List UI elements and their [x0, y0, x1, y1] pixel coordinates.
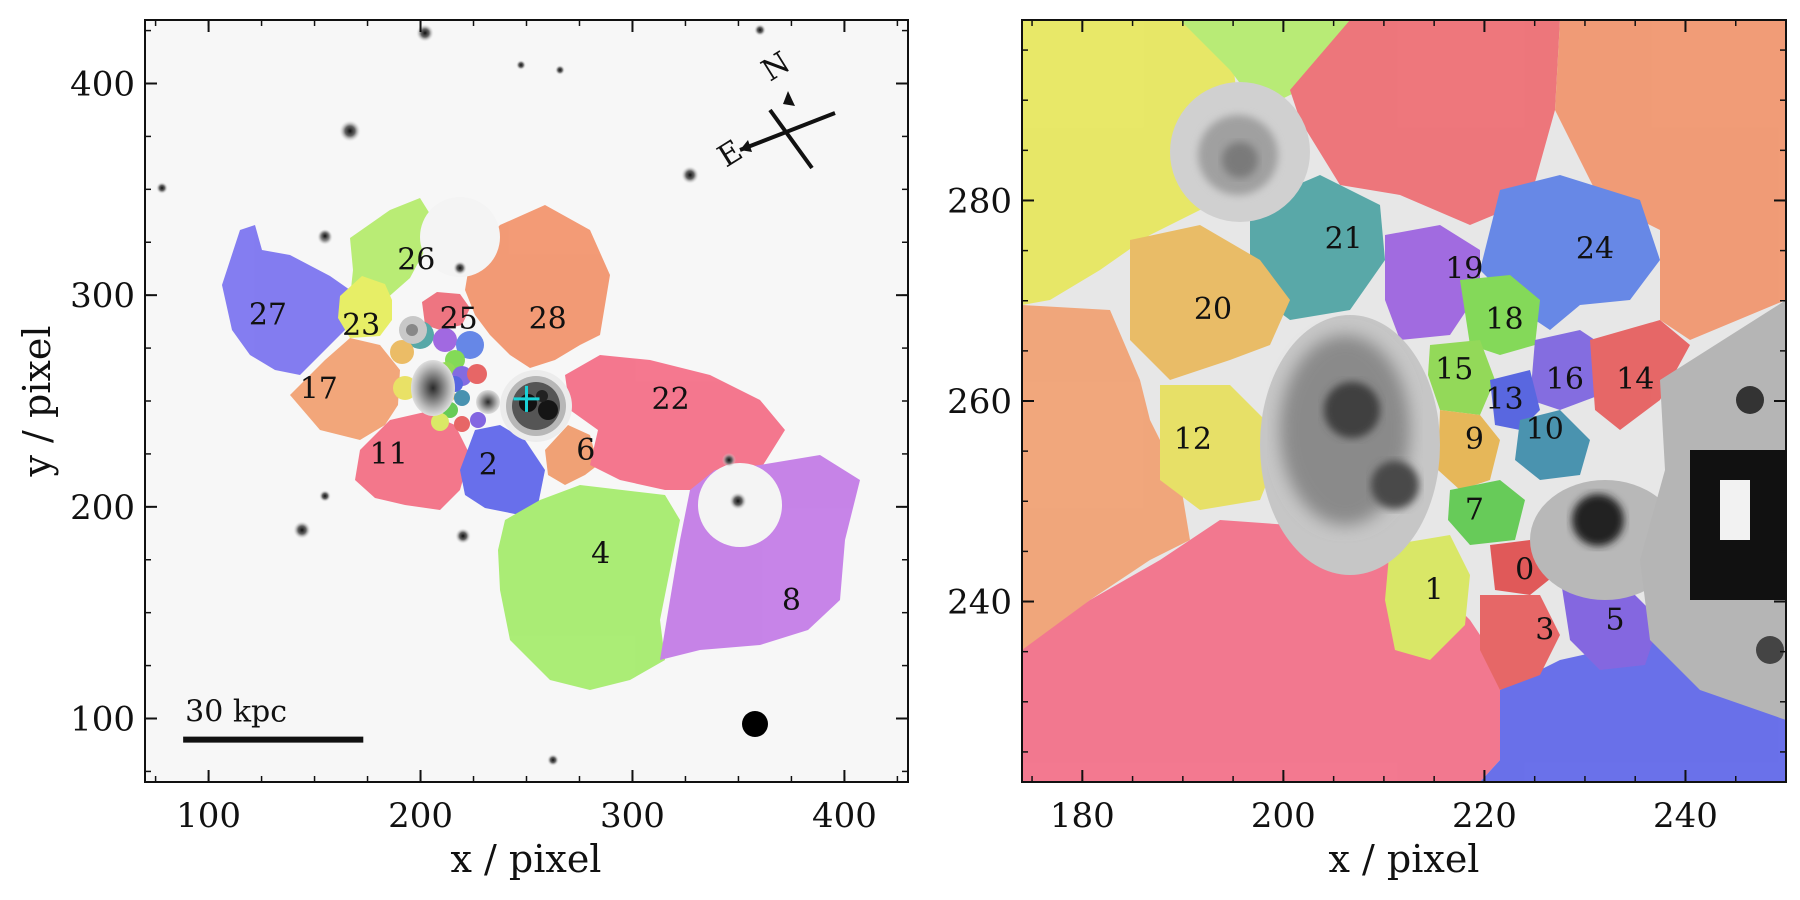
left-region-label: 26	[397, 242, 435, 277]
masked-sources	[318, 197, 782, 547]
left-x-tick-label: 300	[600, 796, 665, 836]
left-region-label: 23	[342, 308, 380, 343]
zoomed-segmentation-map	[1022, 20, 1786, 782]
left-x-tick-label: 200	[388, 796, 453, 836]
right-region-label: 24	[1576, 232, 1614, 267]
right-x-tick-label: 200	[1251, 796, 1316, 836]
right-region-label: 15	[1435, 352, 1473, 387]
left-region-label: 22	[652, 382, 690, 417]
left-region-label: 6	[576, 433, 595, 468]
right-region-label: 14	[1616, 362, 1654, 397]
right-image	[1022, 20, 1786, 782]
left-x-tick-label: 400	[812, 796, 877, 836]
right-y-tick-label: 280	[947, 181, 1012, 221]
left-region-label: 8	[782, 583, 801, 618]
compass-axis-east	[739, 111, 836, 152]
left-y-tick-label: 400	[70, 65, 135, 105]
right-region-label: 9	[1465, 422, 1484, 457]
north-arrow-icon	[783, 91, 795, 106]
right-region-label: 18	[1485, 302, 1523, 337]
left-region-label: 25	[440, 302, 478, 337]
left-x-tick-label: 100	[176, 796, 241, 836]
right-x-tick-label: 240	[1653, 796, 1718, 836]
left-region-label: 2	[479, 448, 498, 483]
right-y-tick-label: 260	[947, 382, 1012, 422]
left-region-label: 17	[300, 371, 338, 406]
right-region-label: 12	[1174, 422, 1212, 457]
left-y-tick-label: 100	[70, 700, 135, 740]
right-region-label: 19	[1445, 252, 1483, 287]
left-x-axis-title: x / pixel	[451, 837, 602, 881]
right-region-label: 1	[1425, 573, 1444, 608]
right-region-label: 5	[1606, 603, 1625, 638]
left-region-label: 27	[249, 297, 287, 332]
left-region-label: 4	[591, 537, 610, 572]
scale-bar-label: 30 kpc	[185, 695, 287, 730]
right-region-label: 20	[1194, 292, 1232, 327]
left-region-label: 28	[529, 302, 567, 337]
right-region-label: 16	[1546, 362, 1584, 397]
left-region-label: 11	[370, 437, 408, 472]
left-y-tick-label: 200	[70, 488, 135, 528]
left-axis-ticks: 100 200 300 400 100 200 300 400	[70, 20, 908, 836]
compass	[739, 91, 836, 170]
right-region-label: 13	[1485, 382, 1523, 417]
right-region-label: 21	[1325, 222, 1363, 257]
right-region-label: 3	[1535, 613, 1554, 648]
left-y-tick-label: 300	[70, 276, 135, 316]
right-region-label: 7	[1465, 492, 1484, 527]
left-image	[156, 24, 860, 766]
east-arrow-icon	[740, 140, 752, 152]
zoomed-masked-sources	[1170, 82, 1786, 720]
right-x-tick-label: 220	[1452, 796, 1517, 836]
right-region-label: 0	[1515, 552, 1534, 587]
right-x-axis-title: x / pixel	[1329, 837, 1480, 881]
left-y-axis-title: y / pixel	[15, 326, 59, 478]
right-region-label: 10	[1526, 412, 1564, 447]
right-x-tick-label: 180	[1050, 796, 1115, 836]
compass-axis-north	[768, 108, 814, 170]
right-y-tick-label: 240	[947, 583, 1012, 623]
center-cross-marker	[513, 385, 540, 412]
